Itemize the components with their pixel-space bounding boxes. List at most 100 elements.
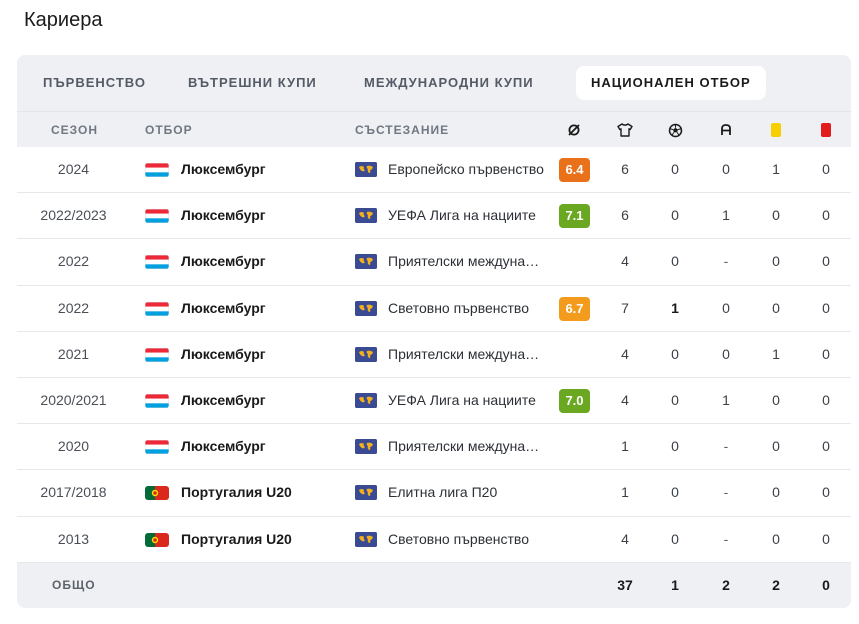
tab-domestic-cups[interactable]: ВЪТРЕШНИ КУПИ [188, 75, 317, 90]
rating-badge: 7.0 [559, 388, 590, 413]
world-competition-icon [355, 531, 377, 547]
assists-cell: 0 [722, 345, 730, 362]
assists-cell: - [723, 484, 729, 501]
competition-link[interactable]: Световно първенство [388, 299, 529, 316]
luxembourg-flag-icon [145, 440, 169, 455]
red-card-icon[interactable] [818, 122, 834, 138]
assists-cell: - [723, 253, 729, 270]
competition-link[interactable]: Елитна лига П20 [388, 484, 498, 501]
rating-badge: 7.1 [559, 204, 590, 229]
red-cards-cell: 0 [822, 207, 830, 224]
assists-cell: - [723, 438, 729, 455]
goals-cell: 0 [671, 345, 679, 362]
luxembourg-flag-icon [145, 393, 169, 408]
competition-link[interactable]: Приятелски международни [388, 345, 546, 362]
competition-link[interactable]: Приятелски международни [388, 253, 546, 270]
competition-link[interactable]: УЕФА Лига на нациите [388, 207, 536, 224]
tab-national-team[interactable]: НАЦИОНАЛЕН ОТБОР [576, 66, 766, 100]
header-season[interactable]: СЕЗОН [51, 123, 99, 137]
page-title: Кариера [24, 9, 103, 31]
table-row[interactable]: 2013 Португалия U20 Световно първенство 4 0 -… [17, 517, 851, 563]
team-link[interactable]: Люксембург [181, 253, 266, 270]
table-row[interactable]: 2022 Люксембург Приятелски международни 4 0 -… [17, 239, 851, 286]
world-competition-icon [355, 162, 377, 177]
table-row[interactable]: 2022/2023 Люксембург УЕФА Лига на нациите 7… [17, 193, 851, 240]
yellow-cards-cell: 0 [772, 391, 780, 408]
season-cell: 2020/2021 [40, 391, 107, 408]
goals-cell: 0 [671, 207, 679, 224]
table-row[interactable]: 2020 Люксембург Приятелски международни 1 0 -… [17, 424, 851, 471]
tab-bar: ПЪРВЕНСТВО ВЪТРЕШНИ КУПИ МЕЖДУНАРОДНИ КУ… [17, 55, 851, 111]
red-cards-cell: 0 [822, 484, 830, 501]
header-competition[interactable]: СЪСТЕЗАНИЕ [355, 123, 450, 137]
competition-link[interactable]: Световно първенство [388, 530, 529, 547]
table-row[interactable]: 2024 Люксембург Европейско първенство 6.4 6 0… [17, 147, 851, 194]
team-link[interactable]: Люксембург [181, 438, 266, 455]
yellow-cards-cell: 0 [772, 207, 780, 224]
table-row[interactable]: 2022 Люксембург Световно първенство 6.7 7 1 0 0… [17, 286, 851, 332]
team-link[interactable]: Люксембург [181, 299, 266, 316]
luxembourg-flag-icon [145, 163, 169, 177]
luxembourg-flag-icon [145, 255, 169, 270]
career-card: ПЪРВЕНСТВО ВЪТРЕШНИ КУПИ МЕЖДУНАРОДНИ КУ… [17, 55, 851, 608]
tab-league[interactable]: ПЪРВЕНСТВО [43, 75, 146, 90]
apps-cell: 1 [621, 484, 629, 501]
apps-cell: 6 [621, 161, 629, 177]
team-link[interactable]: Люксембург [181, 345, 266, 362]
season-cell: 2022/2023 [40, 207, 107, 224]
total-label: ОБЩО [52, 578, 96, 592]
tab-international-cups[interactable]: МЕЖДУНАРОДНИ КУПИ [364, 75, 534, 90]
yellow-cards-cell: 1 [772, 345, 780, 362]
total-row: ОБЩО 37 1 2 2 0 [17, 563, 851, 608]
assist-icon[interactable] [718, 122, 734, 138]
competition-link[interactable]: Европейско първенство [388, 161, 544, 177]
apps-cell: 4 [621, 391, 629, 408]
table-row[interactable]: 2017/2018 Португалия U20 Елитна лига П20 1 0… [17, 470, 851, 517]
career-rows: 2024 Люксембург Европейско първенство 6.4 6 0… [17, 147, 851, 563]
team-link[interactable]: Люксембург [181, 161, 266, 177]
world-competition-icon [355, 208, 377, 224]
season-cell: 2022 [57, 253, 90, 270]
world-competition-icon [355, 300, 377, 316]
yellow-cards-cell: 0 [772, 299, 780, 316]
team-link[interactable]: Португалия U20 [181, 530, 292, 547]
apps-cell: 6 [621, 207, 629, 224]
table-header: СЕЗОН ОТБОР СЪСТЕЗАНИЕ [17, 111, 851, 147]
goals-cell: 0 [671, 253, 679, 270]
competition-link[interactable]: Приятелски международни [388, 438, 546, 455]
ball-icon[interactable] [667, 122, 683, 138]
header-team[interactable]: ОТБОР [145, 123, 193, 137]
table-row[interactable]: 2020/2021 Люксембург УЕФА Лига на нациите 7… [17, 378, 851, 425]
team-link[interactable]: Люксембург [181, 391, 266, 408]
season-cell: 2021 [57, 345, 90, 362]
apps-cell: 4 [621, 530, 629, 547]
total-apps: 37 [617, 577, 633, 593]
apps-cell: 4 [621, 253, 629, 270]
team-link[interactable]: Португалия U20 [181, 484, 292, 501]
table-row[interactable]: 2021 Люксембург Приятелски международни 4 0 0… [17, 332, 851, 378]
yellow-cards-cell: 1 [772, 161, 780, 177]
assists-cell: 0 [722, 161, 730, 177]
yellow-cards-cell: 0 [772, 530, 780, 547]
luxembourg-flag-icon [145, 209, 169, 224]
red-cards-cell: 0 [822, 253, 830, 270]
team-link[interactable]: Люксембург [181, 207, 266, 224]
portugal-flag-icon [145, 486, 169, 501]
competition-link[interactable]: УЕФА Лига на нациите [388, 391, 536, 408]
red-cards-cell: 0 [822, 299, 830, 316]
red-cards-cell: 0 [822, 530, 830, 547]
assists-cell: 1 [722, 391, 730, 408]
yellow-cards-cell: 0 [772, 484, 780, 501]
rating-icon[interactable] [566, 122, 582, 138]
total-goals: 1 [671, 577, 679, 593]
total-red-cards: 0 [822, 577, 830, 593]
yellow-card-icon[interactable] [768, 122, 784, 138]
assists-cell: 0 [722, 299, 730, 316]
world-competition-icon [355, 346, 377, 362]
goals-cell: 0 [671, 391, 679, 408]
shirt-icon[interactable] [617, 122, 633, 138]
yellow-cards-cell: 0 [772, 438, 780, 455]
goals-cell: 1 [671, 299, 679, 316]
apps-cell: 7 [621, 299, 629, 316]
world-competition-icon [355, 254, 377, 270]
